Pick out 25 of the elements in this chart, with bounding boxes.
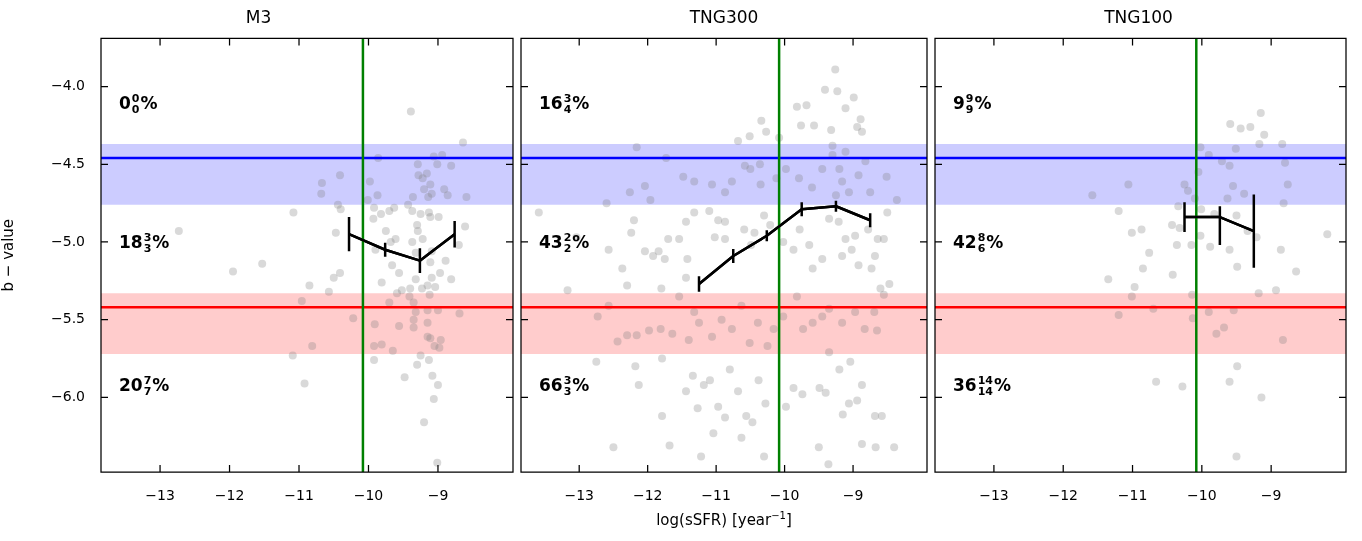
x-tick-label: −13 [145,487,175,504]
x-tick-label: −9 [842,487,864,504]
x-tick-label: −11 [1117,487,1148,504]
y-tick-label: −4.0 [51,77,85,94]
chart-title: M3 [245,6,272,27]
y-tick-label: −4.5 [51,154,85,171]
x-tick-label: −10 [353,487,384,504]
y-tick-label: −6.0 [51,388,85,405]
x-tick-label: −12 [632,487,663,504]
x-tick-label: −13 [979,487,1009,504]
x-tick-label: −11 [701,487,731,504]
x-tick-label: −10 [1187,487,1217,504]
x-tick-label: −12 [1048,487,1078,504]
x-tick-label: −13 [564,487,594,504]
y-axis-title: b − value [0,218,17,292]
x-tick-label: −10 [769,487,800,504]
y-tick-label: −5.5 [51,310,85,327]
x-tick-label: −12 [214,487,245,504]
x-tick-label: −9 [427,487,449,504]
x-tick-label: −9 [1260,487,1282,504]
x-axis-title: log(sSFR) [year$^{−1}$] [655,510,793,529]
y-tick-label: −5.0 [51,232,85,249]
chart-title: TNG300 [688,6,759,27]
chart-title: TNG100 [1103,6,1173,27]
x-tick-label: −11 [284,487,314,504]
